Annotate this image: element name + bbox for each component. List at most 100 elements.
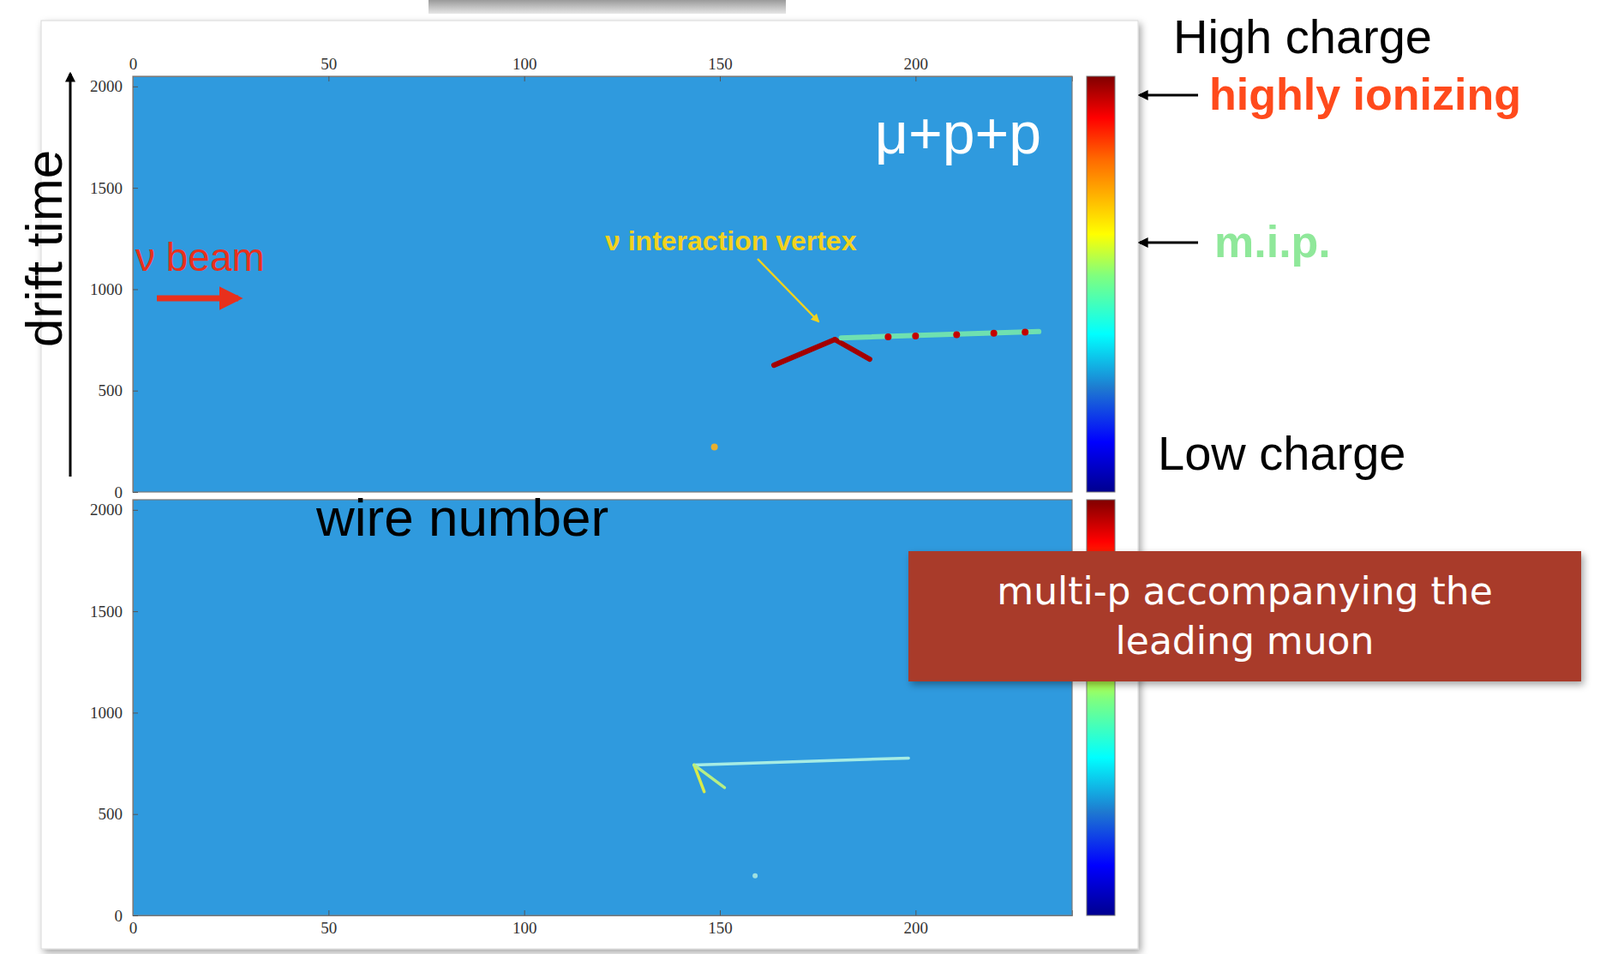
x-tick-label: 50: [320, 54, 337, 73]
track-point: [711, 443, 719, 450]
y-tick-mark: [132, 288, 138, 290]
card: [41, 20, 1139, 949]
label-arrow: [1139, 241, 1199, 245]
y-tick-mark: [132, 814, 138, 815]
x-axis-title: wire number: [315, 487, 609, 547]
y-tick-mark: [132, 491, 138, 493]
y-axis: 0 500 1000 1500 2000: [89, 500, 138, 925]
panel-title: μ+p+p: [874, 100, 1042, 166]
x-tick-label: 0: [129, 918, 138, 937]
y-tick-label: 0: [114, 906, 124, 925]
y-tick-mark: [132, 509, 138, 511]
y-tick: 1500: [89, 602, 138, 621]
x-tick-label: 100: [512, 54, 538, 73]
beam-arrow: [156, 295, 239, 302]
x-tick-label: 0: [129, 54, 138, 73]
x-tick-mark: [915, 910, 917, 916]
y-tick: 0: [114, 906, 139, 925]
x-tick-mark: [328, 910, 330, 916]
x-axis-line: [133, 77, 1073, 83]
marks: [711, 329, 1040, 451]
x-tick: 200: [904, 54, 929, 82]
x-tick: 100: [512, 54, 538, 82]
x-tick-label: 200: [904, 918, 929, 937]
colorbar-label: m.i.p.: [1214, 216, 1331, 267]
x-tick: 150: [707, 910, 733, 937]
callout-text: multi-p accompanying theleading muon: [996, 569, 1493, 663]
x-axis: 0 50 100 150 200: [129, 54, 1073, 82]
vertex-arrow: [757, 258, 819, 322]
callout-box: [908, 551, 1582, 682]
x-tick: 200: [904, 910, 929, 937]
x-tick-label: 100: [512, 918, 538, 937]
track-point: [1021, 329, 1029, 336]
x-tick: 150: [707, 54, 733, 82]
y-tick-mark: [132, 390, 138, 392]
x-tick-mark: [524, 76, 526, 82]
y-tick-mark: [132, 915, 138, 917]
colorbar-label: Low charge: [1157, 425, 1407, 480]
x-tick-label: 150: [707, 918, 733, 937]
track: [694, 764, 726, 787]
x-axis-line: [133, 910, 1073, 917]
x-tick-mark: [328, 76, 330, 82]
x-tick: 100: [512, 910, 538, 937]
y-tick: 1000: [89, 703, 138, 722]
x-axis: 0 50 100 150 200: [129, 910, 1073, 937]
track-point: [752, 873, 758, 879]
y-tick: 500: [98, 381, 139, 400]
y-axis: 0 500 1000 1500 2000: [89, 77, 138, 502]
y-tick-mark: [132, 611, 138, 612]
track-point: [911, 332, 919, 340]
y-tick-mark: [132, 712, 138, 714]
y-tick-label: 2000: [89, 500, 123, 519]
panel-0: 0501001502000500100015002000: [89, 54, 1115, 502]
x-tick-label: 200: [904, 54, 929, 73]
x-tick-mark: [915, 76, 917, 82]
y-tick-label: 500: [98, 804, 124, 823]
colorbar: [1086, 76, 1115, 492]
x-tick: 50: [320, 910, 337, 937]
plot-background: [132, 76, 1073, 492]
y-tick: 2000: [89, 77, 138, 96]
y-tick: 1000: [89, 280, 138, 299]
y-axis-title: drift time: [15, 149, 73, 348]
x-tick-label: 150: [707, 54, 733, 73]
y-tick: 2000: [89, 500, 138, 519]
y-tick-label: 1500: [89, 602, 123, 621]
y-tick-label: 2000: [89, 77, 123, 96]
decor-bar: [428, 0, 786, 14]
y-tick: 0: [114, 483, 139, 502]
track-point: [952, 330, 960, 338]
y-tick-label: 500: [98, 381, 124, 400]
annotation: ν interaction vertex: [605, 225, 857, 257]
y-tick-label: 1000: [89, 280, 123, 299]
x-tick-label: 50: [320, 918, 337, 937]
track: [841, 331, 1040, 338]
x-tick-mark: [524, 910, 526, 916]
track: [834, 339, 870, 360]
y-tick: 1500: [89, 179, 138, 198]
y-tick-label: 1500: [89, 179, 123, 198]
x-tick-mark: [719, 910, 721, 916]
colorbar-label: highly ionizing: [1209, 69, 1522, 120]
y-tick-mark: [132, 86, 138, 88]
track: [694, 757, 909, 765]
track-point: [884, 333, 892, 341]
track: [773, 339, 835, 366]
y-tick-label: 1000: [89, 703, 123, 722]
annotation: ν beam: [135, 234, 265, 280]
track-point: [990, 329, 998, 337]
y-tick-label: 0: [114, 483, 124, 502]
figure: 0501001502000500100015002000050100150200…: [0, 0, 1600, 954]
label-arrow: [1139, 94, 1199, 97]
marks: [694, 757, 909, 878]
x-tick: 50: [320, 54, 337, 82]
y-axis-line: [133, 500, 139, 917]
y-tick: 500: [98, 804, 139, 823]
y-tick-mark: [132, 187, 138, 189]
y-axis-line: [133, 77, 139, 493]
x-tick-mark: [719, 76, 721, 82]
colorbar-label: High charge: [1173, 9, 1433, 64]
plot-frame: [132, 76, 1073, 492]
